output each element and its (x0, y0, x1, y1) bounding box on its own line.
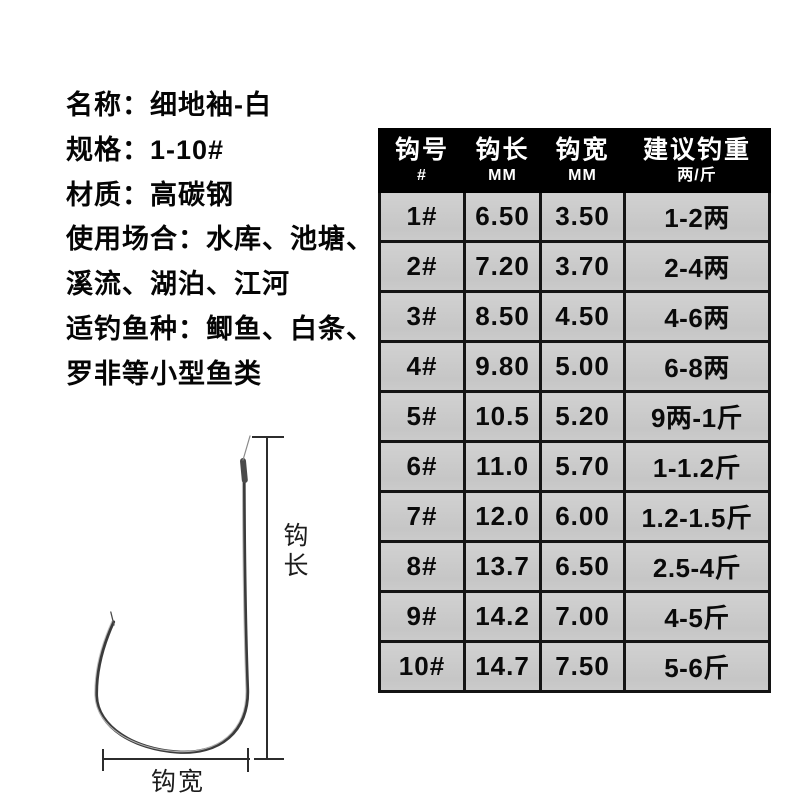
dimension-lines (102, 436, 284, 772)
cell-hook-length: 10.5 (463, 390, 542, 443)
hook-point (110, 611, 115, 626)
cell-suggested-weight: 5-6斤 (623, 640, 771, 693)
table-row: 5# 10.5 5.20 9两-1斤 (378, 390, 771, 443)
cell-hook-length: 13.7 (463, 540, 542, 593)
table-row: 9# 14.2 7.00 4-5斤 (378, 590, 771, 643)
col-header-label: 建议钓重 (642, 135, 751, 164)
cell-suggested-weight: 6-8两 (623, 340, 771, 393)
cell-hook-number: 7# (378, 490, 466, 543)
hook-diagram (60, 420, 350, 800)
cell-hook-length: 8.50 (463, 290, 542, 343)
cell-suggested-weight: 1-1.2斤 (623, 440, 771, 493)
col-header-hook-length: 钩长 MM (463, 128, 542, 193)
product-material-line: 材质：高碳钢 (66, 179, 234, 210)
cell-hook-width: 5.70 (539, 440, 626, 493)
cell-hook-number: 6# (378, 440, 466, 493)
hook-wire-highlight (94, 464, 247, 753)
hook-spade-edge (242, 435, 251, 461)
cell-suggested-weight: 1-2两 (623, 190, 771, 243)
cell-hook-width: 6.00 (539, 490, 626, 543)
table-body: 1# 6.50 3.50 1-2两 2# 7.20 3.70 2-4两 3# 8… (378, 190, 771, 693)
table-row: 4# 9.80 5.00 6-8两 (378, 340, 771, 393)
col-header-hook-number: 钩号 # (378, 128, 466, 193)
spec-table: 钩号 # 钩长 MM 钩宽 MM 建议钓重 两/斤 1# 6.50 3.50 1… (378, 128, 771, 693)
table-header: 钩号 # 钩长 MM 钩宽 MM 建议钓重 两/斤 (378, 128, 771, 193)
product-spec-line: 规格：1-10# (66, 134, 225, 165)
col-header-suggested-weight: 建议钓重 两/斤 (623, 128, 771, 193)
col-header-hook-width: 钩宽 MM (539, 128, 626, 193)
cell-suggested-weight: 4-6两 (623, 290, 771, 343)
cell-suggested-weight: 4-5斤 (623, 590, 771, 643)
cell-hook-length: 11.0 (463, 440, 542, 493)
cell-suggested-weight: 2-4两 (623, 240, 771, 293)
cell-hook-number: 5# (378, 390, 466, 443)
cell-hook-width: 7.50 (539, 640, 626, 693)
cell-hook-number: 3# (378, 290, 466, 343)
fishing-hook-illustration (94, 435, 284, 772)
table-row: 10# 14.7 7.50 5-6斤 (378, 640, 771, 693)
target-fish-line-2: 罗非等小型鱼类 (66, 358, 262, 389)
cell-hook-length: 14.2 (463, 590, 542, 643)
cell-hook-width: 3.70 (539, 240, 626, 293)
cell-suggested-weight: 9两-1斤 (623, 390, 771, 443)
col-header-unit: 两/斤 (677, 166, 717, 184)
col-header-unit: MM (488, 166, 517, 184)
header-row: 钩号 # 钩长 MM 钩宽 MM 建议钓重 两/斤 (378, 128, 771, 193)
cell-hook-number: 9# (378, 590, 466, 643)
cell-hook-length: 6.50 (463, 190, 542, 243)
cell-suggested-weight: 1.2-1.5斤 (623, 490, 771, 543)
col-header-label: 钩号 (394, 135, 449, 164)
hook-width-label: 钩宽 (150, 768, 205, 796)
col-header-unit: # (417, 166, 427, 184)
cell-suggested-weight: 2.5-4斤 (623, 540, 771, 593)
cell-hook-length: 14.7 (463, 640, 542, 693)
cell-hook-width: 6.50 (539, 540, 626, 593)
cell-hook-width: 3.50 (539, 190, 626, 243)
table-row: 6# 11.0 5.70 1-1.2斤 (378, 440, 771, 493)
product-name-line: 名称：细地袖-白 (66, 90, 272, 120)
cell-hook-width: 5.20 (539, 390, 626, 443)
table-row: 2# 7.20 3.70 2-4两 (378, 240, 771, 293)
cell-hook-number: 4# (378, 340, 466, 393)
col-header-label: 钩长 (475, 135, 530, 164)
hook-length-label: 钩长 (280, 522, 308, 582)
cell-hook-width: 5.00 (539, 340, 626, 393)
hook-spade (240, 458, 248, 483)
usage-scene-line-1: 使用场合：水库、池塘、 (66, 224, 374, 255)
cell-hook-length: 12.0 (463, 490, 542, 543)
col-header-label: 钩宽 (555, 135, 610, 164)
cell-hook-number: 10# (378, 640, 466, 693)
table-row: 8# 13.7 6.50 2.5-4斤 (378, 540, 771, 593)
cell-hook-number: 1# (378, 190, 466, 243)
cell-hook-length: 7.20 (463, 240, 542, 293)
table-row: 7# 12.0 6.00 1.2-1.5斤 (378, 490, 771, 543)
col-header-unit: MM (568, 166, 597, 184)
cell-hook-width: 4.50 (539, 290, 626, 343)
cell-hook-number: 8# (378, 540, 466, 593)
cell-hook-width: 7.00 (539, 590, 626, 643)
target-fish-line-1: 适钓鱼种：鲫鱼、白条、 (66, 313, 374, 344)
usage-scene-line-2: 溪流、湖泊、江河 (66, 269, 290, 300)
cell-hook-number: 2# (378, 240, 466, 293)
product-info-block: 名称：细地袖-白 规格：1-10# 材质：高碳钢 使用场合：水库、池塘、 溪流、… (66, 83, 386, 397)
hook-wire (94, 464, 250, 754)
table-row: 3# 8.50 4.50 4-6两 (378, 290, 771, 343)
cell-hook-length: 9.80 (463, 340, 542, 393)
table-row: 1# 6.50 3.50 1-2两 (378, 190, 771, 243)
